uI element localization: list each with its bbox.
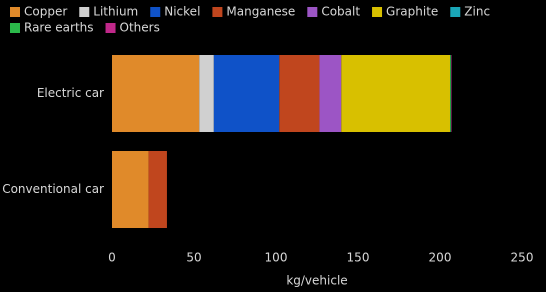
x-tick-label: 150 xyxy=(347,251,370,265)
x-tick-label: 200 xyxy=(429,251,452,265)
legend-label: Graphite xyxy=(386,5,438,19)
legend-label: Manganese xyxy=(226,5,295,19)
legend-label: Rare earths xyxy=(24,21,94,35)
legend-swatch xyxy=(450,7,461,17)
bar-segment xyxy=(319,55,342,132)
bar-segment xyxy=(112,151,149,228)
legend-swatch xyxy=(372,7,383,17)
x-tick-label: 0 xyxy=(108,251,116,265)
bar-segment xyxy=(213,55,280,132)
legend-label: Lithium xyxy=(93,5,138,19)
bar-segment xyxy=(112,55,200,132)
legend-label: Copper xyxy=(24,5,67,19)
legend-swatch xyxy=(212,7,223,17)
bar-segment xyxy=(148,151,167,228)
x-tick-label: 250 xyxy=(511,251,534,265)
x-tick-label: 50 xyxy=(186,251,201,265)
category-label: Electric car xyxy=(37,86,104,100)
legend-swatch xyxy=(10,7,20,17)
category-label: Conventional car xyxy=(2,182,104,196)
bar-segment xyxy=(341,55,451,132)
bar-segment xyxy=(450,55,451,132)
legend-swatch xyxy=(79,7,90,17)
legend-label: Cobalt xyxy=(321,5,360,19)
bar-segment xyxy=(279,55,320,132)
legend-swatch xyxy=(307,7,318,17)
legend-label: Nickel xyxy=(164,5,200,19)
x-tick-label: 100 xyxy=(265,251,288,265)
x-axis-label: kg/vehicle xyxy=(286,274,347,288)
legend-swatch xyxy=(105,23,116,33)
legend-label: Zinc xyxy=(464,5,490,19)
legend-label: Others xyxy=(120,21,160,35)
legend-swatch xyxy=(10,23,20,33)
bar-segment xyxy=(199,55,214,132)
legend-swatch xyxy=(150,7,161,17)
